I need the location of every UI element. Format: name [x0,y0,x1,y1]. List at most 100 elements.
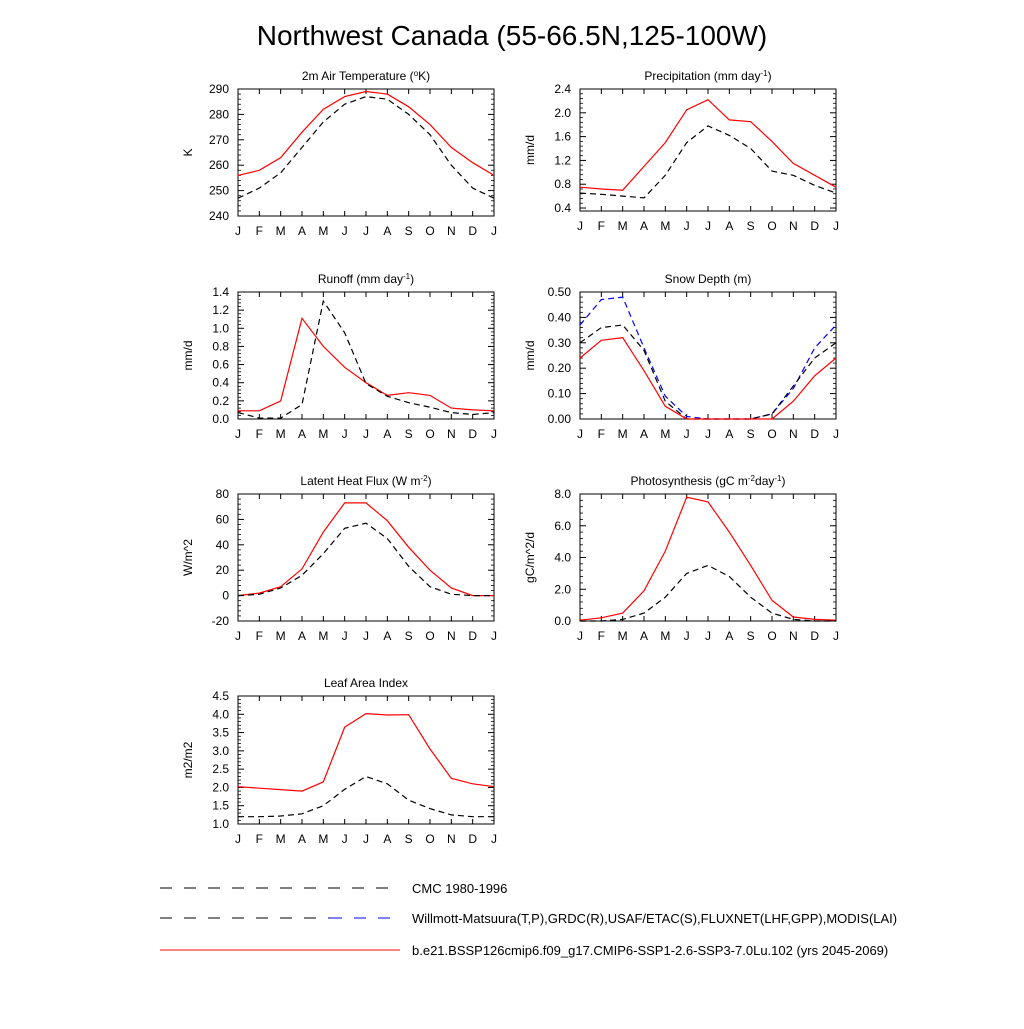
x-tick-label: M [618,219,628,233]
x-tick-label: J [342,629,348,643]
y-tick-label: 2.5 [212,762,229,776]
x-tick-label: D [468,224,477,238]
x-tick-label: M [660,427,670,441]
x-tick-label: F [256,832,263,846]
x-tick-label: J [235,832,241,846]
y-tick-label: 0.30 [548,336,572,350]
x-tick-label: M [318,224,328,238]
x-tick-label: O [767,629,776,643]
x-tick-label: O [425,629,434,643]
x-tick-label: A [298,224,306,238]
y-tick-label: 4.0 [212,707,229,721]
x-tick-label: N [447,427,456,441]
y-tick-label: 0.00 [548,412,572,426]
x-tick-label: A [640,427,648,441]
x-tick-label: D [810,629,819,643]
y-tick-label: 0.6 [212,358,229,372]
legend: CMC 1980-1996 Willmott-Matsuura(T,P),GRDC… [160,881,897,958]
plot-frame [237,695,495,825]
x-tick-label: J [833,427,839,441]
chart-title: Leaf Area Index [324,676,408,690]
y-tick-label: 1.0 [212,321,229,335]
x-tick-label: D [468,629,477,643]
x-tick-label: J [235,427,241,441]
y-tick-label: 60 [216,512,230,526]
x-tick-label: F [598,629,605,643]
x-tick-label: N [789,219,798,233]
x-tick-label: J [491,224,497,238]
x-tick-label: S [405,224,413,238]
x-tick-label: M [660,629,670,643]
legend-label: Willmott-Matsuura(T,P),GRDC(R),USAF/ETAC… [412,911,897,926]
y-tick-label: 20 [216,563,230,577]
y-tick-label: 0.10 [548,387,572,401]
legend-label: CMC 1980-1996 [412,881,507,896]
x-tick-label: M [276,224,286,238]
legend-label: b.e21.BSSP126cmip6.f09_g17.CMIP6-SSP1-2.… [412,943,888,958]
y-tick-label: 0.0 [554,614,571,628]
y-axis-label: K [181,148,195,156]
y-tick-label: 3.5 [212,726,229,740]
y-tick-label: 0.2 [212,394,229,408]
plot-frame [237,493,495,622]
x-tick-label: M [276,832,286,846]
series-line [579,98,837,191]
x-tick-label: M [618,427,628,441]
y-tick-label: 40 [216,538,230,552]
x-tick-label: O [767,219,776,233]
y-tick-label: 8.0 [554,487,571,501]
x-tick-label: J [705,219,711,233]
x-tick-label: F [256,629,263,643]
x-tick-label: J [363,629,369,643]
series-line [237,712,495,792]
y-tick-label: 0.0 [212,412,229,426]
y-tick-label: 0.50 [548,285,572,299]
x-tick-label: A [383,832,391,846]
series-line [237,522,494,597]
y-axis-label: mm/d [523,135,537,165]
x-tick-label: S [747,427,755,441]
y-tick-label: 260 [209,158,229,172]
x-tick-label: A [298,427,306,441]
y-tick-label: 3.0 [212,744,229,758]
y-tick-label: 6.0 [554,519,571,533]
plot-frame [579,88,837,212]
x-tick-label: J [705,427,711,441]
series-line [237,95,495,199]
y-tick-label: 0.8 [554,177,571,191]
y-tick-label: 80 [216,487,230,501]
chart-panel: Photosynthesis (gC m-2day-1)J F M A M J J A S O N D… [523,474,839,644]
chart-title: Precipitation (mm day-1) [644,69,771,84]
x-tick-label: A [298,629,306,643]
legend-item: b.e21.BSSP126cmip6.f09_g17.CMIP6-SSP1-2.… [160,943,888,958]
x-tick-label: A [725,629,733,643]
y-axis-label: mm/d [181,341,195,371]
y-tick-label: 0.8 [212,339,229,353]
y-tick-label: -20 [212,614,230,628]
y-tick-label: 1.5 [212,799,229,813]
x-tick-label: S [405,832,413,846]
y-tick-label: 1.6 [554,130,571,144]
chart-title: Photosynthesis (gC m-2day-1) [631,474,786,489]
x-tick-label: J [577,629,583,643]
page-title: Northwest Canada (55-66.5N,125-100W) [257,20,767,51]
chart-panel: Precipitation (mm day-1)J F M A M J J A S O N D J0.4… [523,69,839,234]
legend-item: Willmott-Matsuura(T,P),GRDC(R),USAF/ETAC… [160,911,897,926]
plot-frame [579,291,837,420]
x-tick-label: J [491,427,497,441]
legend-item: CMC 1980-1996 [160,881,507,896]
x-tick-label: M [618,629,628,643]
y-tick-label: 2.4 [554,82,571,96]
x-tick-label: J [684,629,690,643]
y-axis-label: gC/m^2/d [523,532,537,583]
x-tick-label: A [298,832,306,846]
x-tick-label: J [363,427,369,441]
y-tick-label: 1.4 [212,285,229,299]
x-tick-label: J [342,427,348,441]
panels: 2m Air Temperature (oK)J F M A M J J A S O N D J2402… [181,69,839,847]
y-tick-label: 250 [209,184,229,198]
x-tick-label: J [833,219,839,233]
x-tick-label: M [318,832,328,846]
x-tick-label: F [256,427,263,441]
x-tick-label: J [491,629,497,643]
